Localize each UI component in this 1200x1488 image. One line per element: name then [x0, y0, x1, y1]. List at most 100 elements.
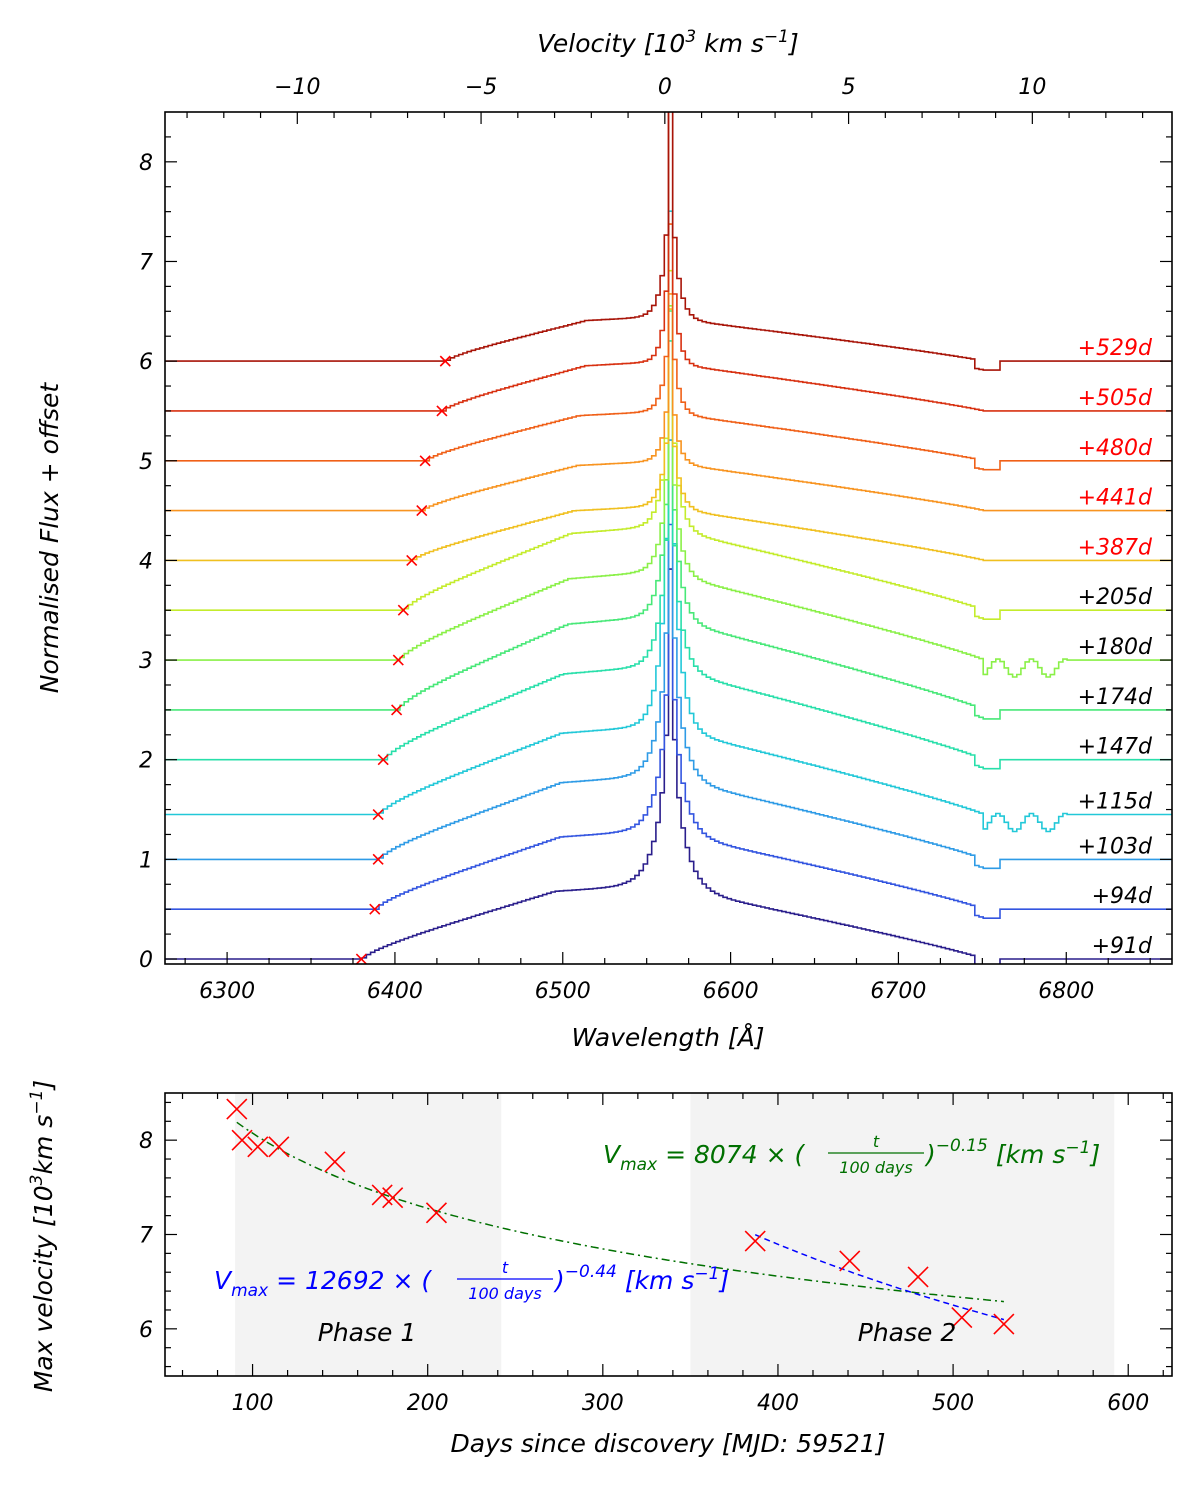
spectrum-147d	[165, 340, 1172, 770]
spectrum-505d	[165, 112, 1172, 412]
y-tick-label: 8	[139, 1129, 153, 1154]
svg-text:)−0.44 [km s−1]: )−0.44 [km s−1]	[553, 1262, 729, 1295]
x-tick-label: 200	[407, 1391, 449, 1416]
max-velocity-marker	[397, 604, 409, 616]
y-tick-label: 1	[139, 848, 153, 873]
x-tick-label: 400	[757, 1391, 799, 1416]
x-tick-label: 6400	[367, 979, 423, 1004]
marker-stroke	[419, 455, 431, 467]
x-tick-label: 500	[932, 1391, 974, 1416]
max-velocity-marker	[439, 355, 451, 367]
velocity-tick-labels: 100 200 300 400 500 600 6 7 8	[139, 1129, 1149, 1416]
velocity-point	[247, 1136, 269, 1158]
x-tick-label: 600	[1107, 1391, 1149, 1416]
y-tick-label: 0	[139, 948, 153, 973]
max-velocity-axis-label: Max velocity [103km s−1]	[27, 1080, 58, 1392]
equation-blue: Vmax = 12692 × ( t 100 days )−0.44 [km s…	[214, 1258, 729, 1303]
marker-stroke	[406, 554, 418, 566]
svg-text:100 days: 100 days	[839, 1158, 912, 1177]
spectrum-91d	[165, 568, 1172, 964]
x-tick-label: 6600	[703, 979, 759, 1004]
epoch-label: +174d	[1078, 685, 1153, 710]
fit-lines	[236, 1121, 1005, 1321]
max-velocity-marker	[436, 405, 448, 417]
y-tick-label: 8	[139, 151, 153, 176]
point-stroke	[268, 1136, 290, 1158]
fit-line	[236, 1121, 1004, 1303]
max-velocity-marker	[416, 505, 428, 517]
y-tick-label: 6	[139, 350, 153, 375]
spectra-ticks	[165, 112, 1172, 964]
velocity-point	[226, 1098, 248, 1120]
marker-stroke	[397, 604, 409, 616]
marker-stroke	[439, 355, 451, 367]
velocity-point	[839, 1250, 861, 1272]
y-tick-label: 5	[139, 450, 153, 475]
point-stroke	[425, 1202, 448, 1224]
y-tick-label: 2	[139, 749, 153, 774]
velocity-point	[231, 1129, 253, 1151]
epoch-label: +115d	[1078, 790, 1153, 815]
svg-text:100 days: 100 days	[468, 1284, 541, 1303]
epoch-label: +94d	[1092, 884, 1153, 909]
svg-text:Vmax = 12692 × (: Vmax = 12692 × (	[214, 1266, 432, 1301]
svg-text:Vmax = 8074 × (: Vmax = 8074 × (	[603, 1140, 805, 1175]
max-velocity-marker	[372, 853, 384, 865]
epoch-label: +205d	[1078, 585, 1153, 610]
max-velocity-marker	[406, 554, 418, 566]
spectra-curves	[165, 112, 1172, 964]
top-x-tick-label: 10	[1018, 75, 1046, 100]
top-axis-label: Velocity [103 km s−1]	[537, 27, 798, 58]
x-tick-label: 6500	[535, 979, 591, 1004]
fit-line	[754, 1234, 1005, 1321]
point-stroke	[744, 1230, 766, 1252]
top-x-tick-label: 5	[842, 75, 856, 100]
spectra-tick-labels: 6300 6400 6500 6600 6700 6800 0 1 2 3 4 5 6 7 8 −10 −5 0 5…	[139, 75, 1094, 1004]
epoch-labels: +91d +94d +103d +115d +147d +174d +180d +205d +3…	[1078, 336, 1153, 959]
epoch-label: +103d	[1078, 834, 1153, 859]
y-tick-label: 7	[139, 1224, 153, 1249]
spectrum-387d	[165, 308, 1172, 562]
phase1-label: Phase 1	[318, 1318, 417, 1347]
x-tick-label: 6700	[870, 979, 926, 1004]
x-tick-label: 6300	[199, 979, 255, 1004]
max-velocity-marker	[355, 953, 367, 965]
phase-band	[235, 1093, 502, 1376]
phase-bands	[235, 1093, 1115, 1376]
velocity-panel: 100 200 300 400 500 600 6 7 8 Phase 1 Phase 2 Vm…	[27, 1080, 1173, 1458]
y-tick-label: 6	[139, 1318, 153, 1343]
spectra-frame	[164, 111, 1173, 965]
spectrum-174d	[165, 310, 1172, 720]
spectrum-115d	[165, 210, 1172, 833]
spectrum-205d	[165, 269, 1172, 620]
marker-stroke	[416, 505, 428, 517]
y-tick-label: 7	[139, 250, 153, 275]
y-tick-label: 3	[139, 649, 153, 674]
marker-stroke	[372, 808, 384, 821]
marker-stroke	[391, 704, 403, 716]
point-stroke	[993, 1313, 1015, 1335]
spectra-panel: +91d +94d +103d +115d +147d +174d +180d +205d +3…	[35, 27, 1173, 1052]
svg-text:)−0.15 [km s−1]: )−0.15 [km s−1]	[924, 1136, 1100, 1169]
x-tick-label: 300	[582, 1391, 624, 1416]
velocity-point	[425, 1202, 448, 1224]
point-stroke	[226, 1098, 248, 1120]
max-velocity-marker	[369, 903, 381, 915]
max-velocity-marker	[392, 654, 404, 666]
epoch-label: +147d	[1078, 735, 1153, 760]
x-tick-label: 6800	[1038, 979, 1094, 1004]
marker-stroke	[355, 953, 367, 965]
point-stroke	[382, 1187, 404, 1209]
top-x-tick-label: −5	[465, 75, 497, 100]
point-stroke	[231, 1129, 253, 1151]
spectrum-441d	[165, 293, 1172, 512]
point-stroke	[247, 1136, 269, 1158]
point-stroke	[839, 1250, 861, 1272]
flux-axis-label: Normalised Flux + offset	[35, 382, 64, 694]
point-stroke	[951, 1306, 973, 1329]
marker-stroke	[377, 754, 389, 766]
velocity-point	[951, 1306, 973, 1329]
velocity-point	[907, 1266, 929, 1288]
point-stroke	[907, 1266, 929, 1288]
